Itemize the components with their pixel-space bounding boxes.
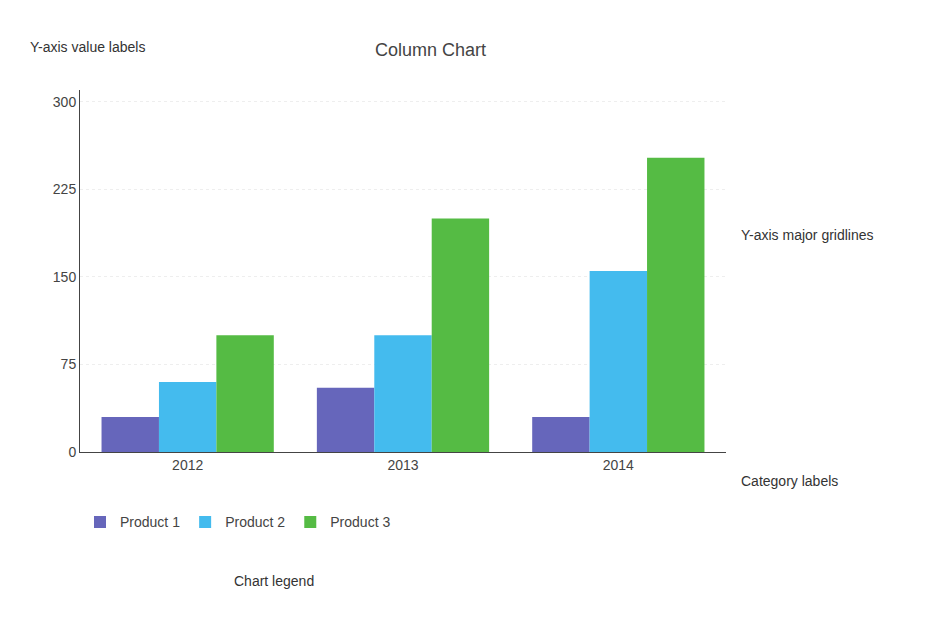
svg-text:2012: 2012 <box>172 457 203 473</box>
svg-text:Product 2: Product 2 <box>225 514 285 530</box>
svg-text:Product 3: Product 3 <box>330 514 390 530</box>
svg-text:Y-axis major gridlines: Y-axis major gridlines <box>741 227 874 243</box>
svg-text:Chart legend: Chart legend <box>234 573 314 589</box>
svg-text:2013: 2013 <box>387 457 418 473</box>
svg-text:Column Chart: Column Chart <box>375 40 486 60</box>
svg-text:Product 1: Product 1 <box>120 514 180 530</box>
svg-text:0: 0 <box>68 444 76 460</box>
svg-text:225: 225 <box>53 181 77 197</box>
svg-text:150: 150 <box>53 269 77 285</box>
svg-text:75: 75 <box>61 356 77 372</box>
svg-text:300: 300 <box>53 94 77 110</box>
svg-text:2014: 2014 <box>603 457 634 473</box>
svg-text:Category labels: Category labels <box>741 473 838 489</box>
svg-text:Y-axis value labels: Y-axis value labels <box>30 39 145 55</box>
